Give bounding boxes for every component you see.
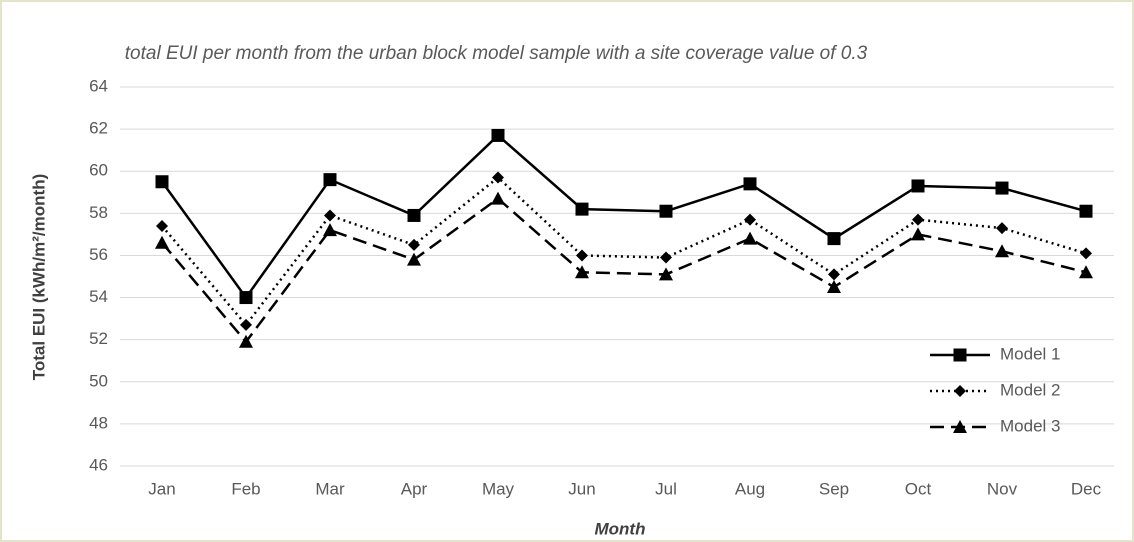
marker	[1079, 204, 1093, 218]
marker	[491, 128, 505, 142]
x-tick-label: Jan	[148, 479, 175, 498]
y-tick-label: 52	[89, 329, 108, 348]
marker	[239, 291, 253, 305]
x-tick-label: Dec	[1071, 479, 1102, 498]
y-tick-label: 62	[89, 119, 108, 138]
series-line	[161, 196, 1087, 344]
marker	[155, 235, 169, 249]
x-tick-label: Jun	[568, 479, 595, 498]
y-tick-label: 50	[89, 371, 108, 390]
marker	[1079, 265, 1093, 279]
marker	[995, 181, 1009, 195]
y-tick-label: 58	[89, 203, 108, 222]
x-tick-label: Feb	[231, 479, 260, 498]
x-tick-label: May	[482, 479, 515, 498]
marker	[996, 222, 1008, 235]
marker	[827, 232, 841, 246]
marker	[575, 265, 589, 279]
marker	[743, 231, 757, 245]
chart-title: total EUI per month from the urban block…	[124, 43, 868, 64]
x-tick-label: Mar	[315, 479, 345, 498]
x-tick-label: Sep	[819, 479, 849, 498]
marker	[239, 334, 253, 348]
y-tick-label: 46	[89, 455, 108, 474]
legend-label: Model 3	[1000, 416, 1060, 435]
marker	[911, 179, 925, 193]
marker	[827, 280, 841, 294]
marker	[743, 177, 757, 191]
marker	[492, 171, 504, 184]
legend-label: Model 1	[1000, 344, 1060, 363]
x-tick-label: Nov	[987, 479, 1018, 498]
x-tick-label: Oct	[905, 479, 932, 498]
marker	[155, 175, 169, 189]
marker	[323, 223, 337, 237]
marker	[912, 213, 924, 226]
series-line	[161, 175, 1087, 327]
y-tick-label: 54	[89, 287, 108, 306]
marker	[576, 249, 588, 262]
x-tick-label: Aug	[735, 479, 765, 498]
marker	[659, 204, 673, 218]
x-axis-label: Month	[595, 519, 646, 538]
legend-marker	[953, 420, 967, 433]
y-tick-label: 60	[89, 161, 108, 180]
marker	[407, 252, 421, 266]
y-tick-label: 56	[89, 245, 108, 264]
legend-marker	[954, 385, 966, 397]
legend-label: Model 2	[1000, 380, 1060, 399]
marker	[324, 209, 336, 222]
marker	[323, 173, 337, 187]
marker	[659, 267, 673, 281]
series-line	[160, 133, 1087, 300]
y-axis-label: Total EUI (kWh/m²/month)	[29, 174, 48, 381]
marker	[1080, 247, 1092, 260]
x-tick-label: Jul	[655, 479, 677, 498]
marker	[491, 191, 505, 205]
marker	[828, 268, 840, 281]
marker	[660, 251, 672, 264]
marker	[911, 227, 925, 241]
marker	[240, 318, 252, 331]
x-tick-label: Apr	[401, 479, 428, 498]
marker	[156, 219, 168, 232]
y-tick-label: 48	[89, 413, 108, 432]
marker	[407, 208, 421, 222]
marker	[995, 244, 1009, 258]
marker	[744, 213, 756, 226]
marker	[575, 202, 589, 216]
y-tick-label: 64	[89, 76, 108, 95]
marker	[408, 238, 420, 251]
legend-marker	[953, 348, 967, 362]
